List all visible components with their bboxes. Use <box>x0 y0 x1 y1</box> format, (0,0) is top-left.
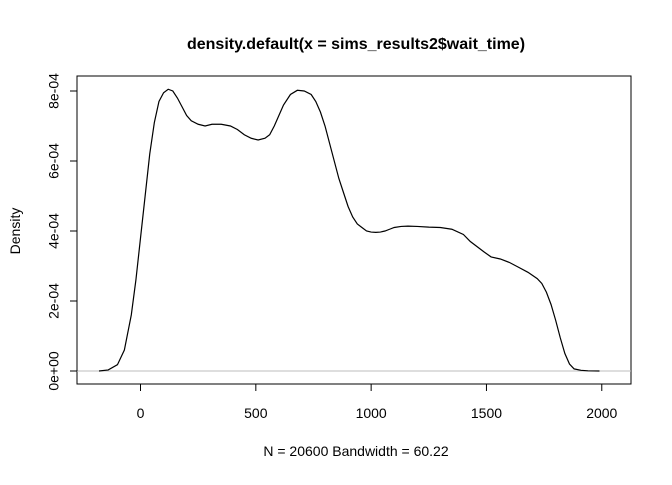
x-tick-label: 0 <box>137 405 145 421</box>
y-tick-label: 2e-04 <box>46 283 62 319</box>
density-line <box>98 88 600 372</box>
x-axis-label: N = 20600 Bandwidth = 60.22 <box>263 443 448 459</box>
x-axis: 0 500 1000 1500 2000 <box>137 383 618 421</box>
y-tick-label: 4e-04 <box>46 213 62 249</box>
y-axis-label: Density <box>7 208 23 255</box>
chart-title: density.default(x = sims_results2$wait_t… <box>187 36 525 53</box>
x-tick-label: 500 <box>244 405 268 421</box>
x-tick-label: 1000 <box>356 405 387 421</box>
y-tick-label: 6e-04 <box>46 143 62 179</box>
y-tick-label: 0e+00 <box>46 351 62 391</box>
x-tick-label: 2000 <box>586 405 617 421</box>
y-tick-label: 8e-04 <box>46 73 62 109</box>
x-tick-label: 1500 <box>471 405 502 421</box>
y-axis: 0e+00 2e-04 4e-04 6e-04 8e-04 <box>46 73 78 391</box>
plot-frame <box>76 75 632 385</box>
